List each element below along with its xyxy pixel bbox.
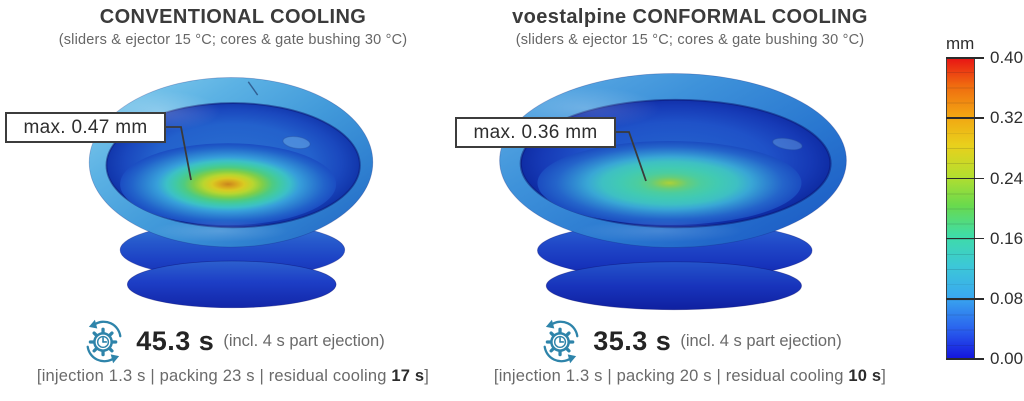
deformation-surface — [120, 143, 337, 226]
cycle-time-icon — [86, 319, 122, 364]
cycle-time-row-conformal: 35.3 s (incl. 4 s part ejection) — [462, 318, 918, 364]
lid-skirt-lower — [545, 261, 802, 311]
front-rim-glare — [576, 219, 744, 243]
colorbar-unit-label: mm — [946, 34, 975, 53]
colorbar: 0.40 0.32 0.24 0.16 0.08 0.00 — [946, 48, 1024, 368]
panel-subtitle-conformal: (sliders & ejector 15 °C; cores & gate b… — [515, 32, 865, 48]
max-deformation-callout-conventional: max. 0.47 mm — [5, 112, 166, 143]
front-rim-glare — [151, 220, 289, 242]
max-deformation-callout-conformal: max. 0.36 mm — [455, 117, 616, 148]
colorbar-tick-label: 0.24 — [990, 168, 1024, 188]
cycle-time-value: 45.3 s — [136, 325, 215, 356]
deformation-surface — [537, 141, 802, 225]
phase-breakdown-conformal: [injection 1.3 s | packing 20 s | residu… — [462, 367, 918, 386]
panel-title-conformal: voestalpine CONFORMAL COOLING — [512, 6, 868, 28]
lid-skirt-lower — [126, 260, 337, 309]
lid-3d-render-conformal — [499, 73, 847, 311]
inner-tab-detail — [772, 137, 803, 151]
breakdown-text: [injection 1.3 s | packing 20 s | residu… — [493, 367, 849, 385]
colorbar-gradient — [946, 57, 975, 360]
cycle-time-note: (incl. 4 s part ejection) — [223, 331, 385, 350]
breakdown-highlight: 17 s — [391, 367, 425, 385]
breakdown-suffix: ] — [881, 367, 887, 385]
breakdown-text: [injection 1.3 s | packing 23 s | residu… — [36, 367, 392, 385]
part-render-conformal — [497, 72, 849, 312]
colorbar-tick-label: 0.32 — [990, 108, 1024, 128]
panel-title-conventional: CONVENTIONAL COOLING — [99, 6, 367, 28]
breakdown-suffix: ] — [424, 367, 430, 385]
cycle-time-note: (incl. 4 s part ejection) — [680, 331, 842, 350]
colorbar-tick-label: 0.00 — [990, 349, 1024, 369]
panel-subtitle-conventional: (sliders & ejector 15 °C; cores & gate b… — [58, 32, 408, 48]
inner-tab-detail — [282, 135, 311, 150]
rim-notch-line — [247, 81, 259, 96]
cycle-time-row-conventional: 45.3 s (incl. 4 s part ejection) — [8, 318, 458, 364]
cycle-time-value: 35.3 s — [593, 325, 672, 356]
colorbar-tick-label: 0.16 — [990, 228, 1024, 248]
cycle-time-icon — [543, 319, 579, 364]
colorbar-tick-label: 0.08 — [990, 289, 1024, 309]
panel-conformal: voestalpine CONFORMAL COOLING (sliders &… — [462, 6, 918, 398]
colorbar-tick-label: 0.40 — [990, 48, 1024, 67]
panel-conventional: CONVENTIONAL COOLING (sliders & ejector … — [8, 6, 458, 398]
breakdown-highlight: 10 s — [848, 367, 882, 385]
phase-breakdown-conventional: [injection 1.3 s | packing 23 s | residu… — [8, 367, 458, 386]
